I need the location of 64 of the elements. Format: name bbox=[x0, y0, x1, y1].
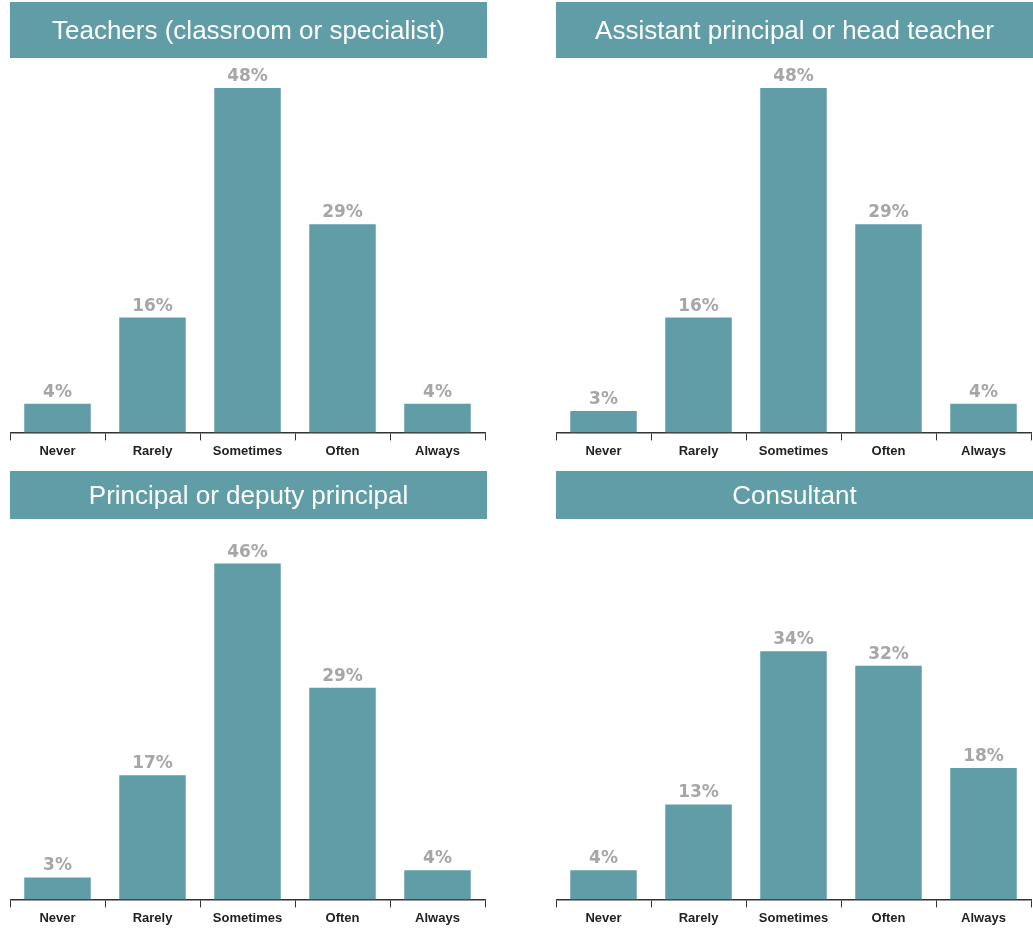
bar bbox=[119, 775, 186, 900]
bar bbox=[404, 403, 471, 433]
data-label: 16% bbox=[678, 294, 719, 315]
x-tick-label: Always bbox=[415, 909, 460, 925]
bar bbox=[309, 224, 376, 433]
bar bbox=[665, 804, 732, 900]
data-label: 4% bbox=[423, 380, 452, 401]
x-tick-label: Never bbox=[585, 442, 622, 458]
data-label: 48% bbox=[227, 64, 268, 85]
data-label: 4% bbox=[969, 380, 998, 401]
bar bbox=[760, 651, 827, 900]
chart-title: Consultant bbox=[556, 471, 1033, 519]
bar bbox=[24, 877, 91, 900]
x-tick-label: Sometimes bbox=[212, 909, 283, 925]
data-label: 18% bbox=[963, 744, 1004, 765]
data-label: 46% bbox=[227, 540, 268, 561]
x-tick-label: Often bbox=[871, 442, 906, 458]
bar bbox=[855, 224, 922, 433]
x-tick-label: Never bbox=[585, 909, 622, 925]
x-tick-label: Always bbox=[961, 442, 1006, 458]
x-tick-label: Never bbox=[39, 909, 76, 925]
data-label: 29% bbox=[322, 201, 363, 222]
bar bbox=[214, 563, 281, 900]
bar bbox=[855, 665, 922, 900]
x-tick-label: Always bbox=[415, 442, 460, 458]
x-tick-label: Rarely bbox=[132, 442, 174, 458]
bar bbox=[119, 317, 186, 433]
data-label: 29% bbox=[322, 664, 363, 685]
bar bbox=[24, 403, 91, 433]
x-tick-label: Often bbox=[325, 909, 360, 925]
data-label: 3% bbox=[43, 854, 72, 875]
bar bbox=[950, 768, 1017, 900]
chart-title: Teachers (classroom or specialist) bbox=[10, 2, 487, 58]
x-tick-label: Rarely bbox=[678, 442, 720, 458]
x-tick-label: Never bbox=[39, 442, 76, 458]
data-label: 17% bbox=[132, 752, 173, 773]
data-label: 48% bbox=[773, 64, 814, 85]
data-label: 34% bbox=[773, 628, 814, 649]
data-label: 29% bbox=[868, 201, 909, 222]
data-label: 13% bbox=[678, 781, 719, 802]
data-label: 4% bbox=[423, 847, 452, 868]
bar bbox=[570, 870, 637, 900]
x-tick-label: Rarely bbox=[132, 909, 174, 925]
bar bbox=[309, 687, 376, 900]
bar bbox=[760, 88, 827, 433]
x-tick-label: Often bbox=[871, 909, 906, 925]
x-tick-label: Sometimes bbox=[212, 442, 283, 458]
x-tick-label: Rarely bbox=[678, 909, 720, 925]
chart-title: Principal or deputy principal bbox=[10, 471, 487, 519]
bar bbox=[404, 870, 471, 900]
x-tick-label: Sometimes bbox=[758, 909, 829, 925]
data-label: 32% bbox=[868, 642, 909, 663]
x-tick-label: Sometimes bbox=[758, 442, 829, 458]
bar bbox=[214, 88, 281, 433]
x-tick-label: Often bbox=[325, 442, 360, 458]
bar bbox=[570, 410, 637, 433]
data-label: 16% bbox=[132, 294, 173, 315]
chart-title: Assistant principal or head teacher bbox=[556, 2, 1033, 58]
x-tick-label: Always bbox=[961, 909, 1006, 925]
data-label: 4% bbox=[43, 380, 72, 401]
bar bbox=[950, 403, 1017, 433]
data-label: 3% bbox=[589, 387, 618, 408]
bar bbox=[665, 317, 732, 433]
data-label: 4% bbox=[589, 847, 618, 868]
